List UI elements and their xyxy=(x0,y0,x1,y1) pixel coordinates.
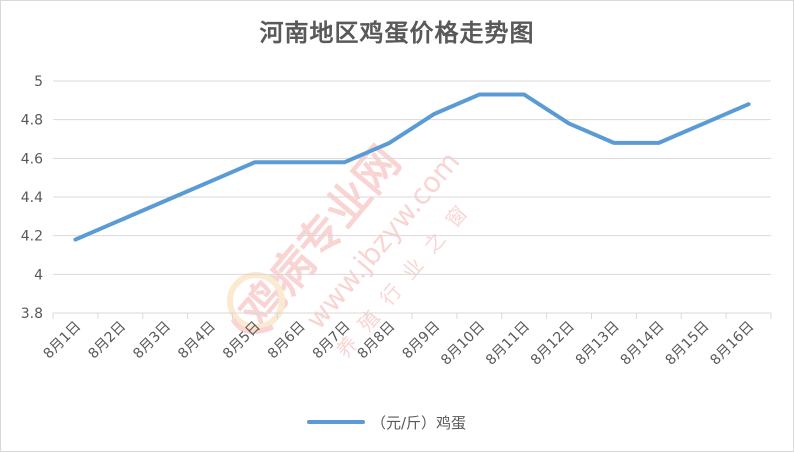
x-tick-label: 8月3日 xyxy=(130,319,174,363)
x-tick-label: 8月11日 xyxy=(483,319,533,369)
x-tick-label: 8月15日 xyxy=(662,319,712,369)
y-tick-label: 4.2 xyxy=(21,229,43,245)
watermark: 鸡病专业网 www.jbzyw.com 养殖行业之窗 xyxy=(227,137,481,362)
y-tick-label: 5 xyxy=(34,74,43,90)
x-axis: 8月1日 8月2日 8月3日 8月4日 8月5日 8月6日 8月7日 8月8日 8月9日8月10… xyxy=(41,313,772,369)
chart-title: 河南地区鸡蛋价格走势图 xyxy=(259,19,535,47)
x-tick-label: 8月14日 xyxy=(618,319,668,369)
x-tick-label: 8月4日 xyxy=(175,319,219,363)
y-tick-label: 4.6 xyxy=(21,151,43,167)
x-tick-label: 8月9日 xyxy=(400,319,444,363)
series-layer xyxy=(73,92,751,242)
x-tick-label: 8月2日 xyxy=(85,319,129,363)
y-tick-label: 3.8 xyxy=(21,306,43,322)
x-tick-label: 8月12日 xyxy=(528,319,578,369)
x-tick-label: 8月16日 xyxy=(707,319,757,369)
legend: （元/斤）鸡蛋 xyxy=(307,414,466,432)
y-tick-label: 4.8 xyxy=(21,113,43,129)
legend-label: （元/斤）鸡蛋 xyxy=(371,414,466,432)
series-line xyxy=(73,92,751,242)
watermark-logo-icon xyxy=(227,272,285,334)
y-tick-label: 4 xyxy=(34,267,43,283)
x-tick-label: 8月13日 xyxy=(573,319,623,369)
x-tick-label: 8月10日 xyxy=(438,319,488,369)
x-tick-label: 8月1日 xyxy=(41,319,85,363)
y-tick-label: 4.4 xyxy=(21,190,43,206)
y-axis: 3.8 4 4.2 4.4 4.6 4.8 5 xyxy=(21,74,43,322)
